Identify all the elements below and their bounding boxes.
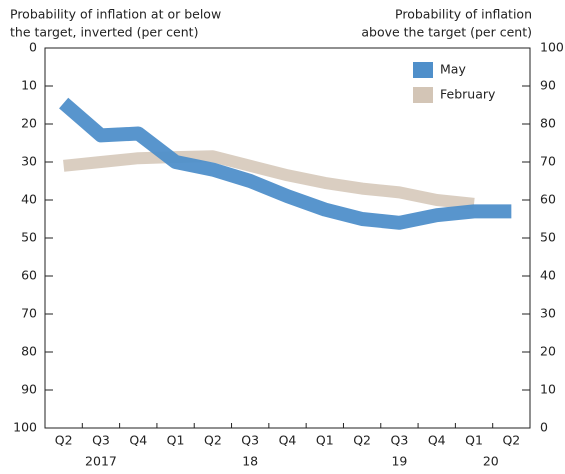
- x-tick-label: Q4: [129, 433, 147, 448]
- y-tick-label: 70: [21, 306, 37, 321]
- year-label: 19: [391, 454, 407, 469]
- y2-tick-label: 20: [540, 344, 556, 359]
- left-axis-title: the target, inverted (per cent): [10, 25, 198, 40]
- x-tick-label: Q4: [279, 433, 297, 448]
- legend-swatch: [413, 62, 433, 78]
- left-axis-title: Probability of inflation at or below: [10, 7, 221, 22]
- y2-tick-label: 70: [540, 154, 556, 169]
- series-band: [59, 97, 512, 230]
- y2-tick-label: 50: [540, 230, 556, 245]
- year-label: 2017: [85, 454, 117, 469]
- y2-tick-label: 80: [540, 116, 556, 131]
- year-label: 20: [483, 454, 499, 469]
- x-tick-label: Q1: [316, 433, 334, 448]
- right-axis-title: above the target (per cent): [361, 25, 532, 40]
- plot-frame: [44, 47, 531, 429]
- x-tick-label: Q2: [353, 433, 371, 448]
- y-tick-label: 30: [21, 154, 37, 169]
- legend-label: May: [440, 62, 466, 77]
- y-tick-label: 0: [29, 40, 37, 55]
- x-tick-label: Q3: [241, 433, 259, 448]
- y-tick-label: 90: [21, 382, 37, 397]
- y2-tick-label: 40: [540, 268, 556, 283]
- y-tick-label: 60: [21, 268, 37, 283]
- x-tick-label: Q3: [391, 433, 409, 448]
- y2-tick-label: 10: [540, 382, 556, 397]
- x-tick-label: Q1: [465, 433, 483, 448]
- legend-label: February: [440, 87, 496, 102]
- y-tick-label: 80: [21, 344, 37, 359]
- y-tick-label: 20: [21, 116, 37, 131]
- x-tick-label: Q2: [204, 433, 222, 448]
- x-tick-label: Q2: [502, 433, 520, 448]
- year-label: 18: [242, 454, 258, 469]
- x-tick-label: Q2: [55, 433, 73, 448]
- legend-swatch: [413, 87, 433, 103]
- x-tick-label: Q1: [167, 433, 185, 448]
- y-tick-label: 40: [21, 192, 37, 207]
- x-tick-label: Q4: [428, 433, 446, 448]
- y2-tick-label: 90: [540, 78, 556, 93]
- y-tick-label: 50: [21, 230, 37, 245]
- y2-tick-label: 100: [540, 40, 564, 55]
- y-tick-label: 10: [21, 78, 37, 93]
- y2-tick-label: 0: [540, 420, 548, 435]
- right-axis-title: Probability of inflation: [395, 7, 532, 22]
- y2-tick-label: 30: [540, 306, 556, 321]
- y-tick-label: 100: [13, 420, 37, 435]
- x-tick-label: Q3: [92, 433, 110, 448]
- y2-tick-label: 60: [540, 192, 556, 207]
- series-band: [63, 150, 475, 210]
